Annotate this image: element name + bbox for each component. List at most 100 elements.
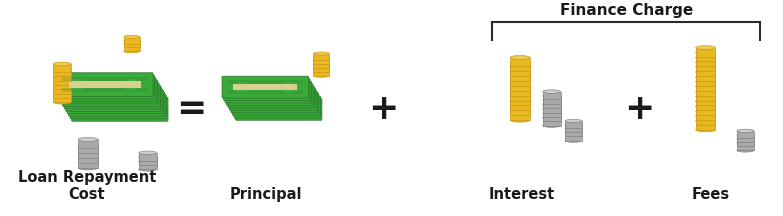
Ellipse shape [126,84,143,95]
Bar [240,97,305,102]
FancyBboxPatch shape [67,90,164,114]
Polygon shape [124,37,139,44]
Ellipse shape [78,91,95,103]
Ellipse shape [294,104,310,115]
Ellipse shape [510,85,530,89]
FancyBboxPatch shape [61,80,157,104]
Ellipse shape [241,94,257,105]
FancyBboxPatch shape [225,81,312,103]
FancyBboxPatch shape [222,76,309,98]
Ellipse shape [73,84,90,95]
Polygon shape [695,72,716,81]
Polygon shape [124,41,139,48]
Ellipse shape [543,124,561,127]
Text: Finance Charge: Finance Charge [560,3,693,19]
Polygon shape [510,82,530,91]
Polygon shape [695,97,716,105]
Ellipse shape [79,94,96,105]
Polygon shape [510,62,530,71]
Polygon shape [543,113,561,121]
Ellipse shape [510,100,530,103]
Polygon shape [53,64,71,72]
Polygon shape [695,67,716,76]
Ellipse shape [78,152,98,156]
Bar [72,86,144,93]
Ellipse shape [313,56,330,59]
Polygon shape [510,72,530,81]
Ellipse shape [737,137,754,141]
Ellipse shape [281,82,297,92]
Text: +: + [368,92,398,126]
Bar [242,99,306,105]
Ellipse shape [313,67,330,70]
Ellipse shape [139,155,157,159]
Ellipse shape [543,94,561,98]
Ellipse shape [565,123,582,127]
Ellipse shape [81,96,97,108]
Ellipse shape [737,129,754,132]
Polygon shape [53,77,71,85]
Ellipse shape [695,75,716,79]
Bar [235,87,299,92]
FancyBboxPatch shape [231,91,317,113]
Polygon shape [565,125,582,132]
Ellipse shape [510,104,530,108]
Polygon shape [510,67,530,76]
Ellipse shape [53,100,71,104]
FancyBboxPatch shape [66,88,162,111]
Ellipse shape [130,91,147,103]
Polygon shape [139,153,157,161]
Polygon shape [695,87,716,96]
Polygon shape [313,61,330,68]
Ellipse shape [128,89,146,100]
Ellipse shape [240,92,255,102]
Ellipse shape [543,90,561,93]
Ellipse shape [78,137,98,141]
FancyBboxPatch shape [224,79,310,100]
Ellipse shape [695,80,716,84]
FancyBboxPatch shape [69,92,165,116]
Polygon shape [78,154,98,163]
Ellipse shape [565,132,582,135]
Ellipse shape [53,88,71,92]
Ellipse shape [78,147,98,151]
Ellipse shape [132,94,149,105]
Ellipse shape [124,35,139,38]
Ellipse shape [53,92,71,96]
Ellipse shape [510,75,530,79]
Ellipse shape [78,166,98,170]
Ellipse shape [695,51,716,54]
Text: Principal: Principal [229,187,302,202]
Ellipse shape [695,109,716,113]
Polygon shape [565,133,582,141]
Polygon shape [737,131,754,138]
Ellipse shape [510,118,530,122]
Ellipse shape [565,139,582,142]
Polygon shape [139,162,157,169]
Polygon shape [695,121,716,130]
Ellipse shape [695,90,716,94]
Ellipse shape [695,85,716,89]
FancyBboxPatch shape [233,94,319,115]
Ellipse shape [695,99,716,103]
Ellipse shape [78,142,98,146]
Ellipse shape [313,63,330,67]
Ellipse shape [510,90,530,94]
Ellipse shape [284,87,299,97]
Ellipse shape [510,60,530,64]
Polygon shape [78,140,98,148]
Ellipse shape [53,79,71,83]
Ellipse shape [695,104,716,108]
FancyBboxPatch shape [56,73,153,97]
Ellipse shape [247,104,262,115]
Bar [80,99,151,105]
Polygon shape [543,96,561,104]
Polygon shape [695,57,716,66]
Polygon shape [543,92,561,99]
Ellipse shape [239,89,254,100]
Ellipse shape [737,141,754,145]
Ellipse shape [695,70,716,74]
Ellipse shape [313,60,330,63]
Polygon shape [53,90,71,98]
Polygon shape [510,77,530,86]
